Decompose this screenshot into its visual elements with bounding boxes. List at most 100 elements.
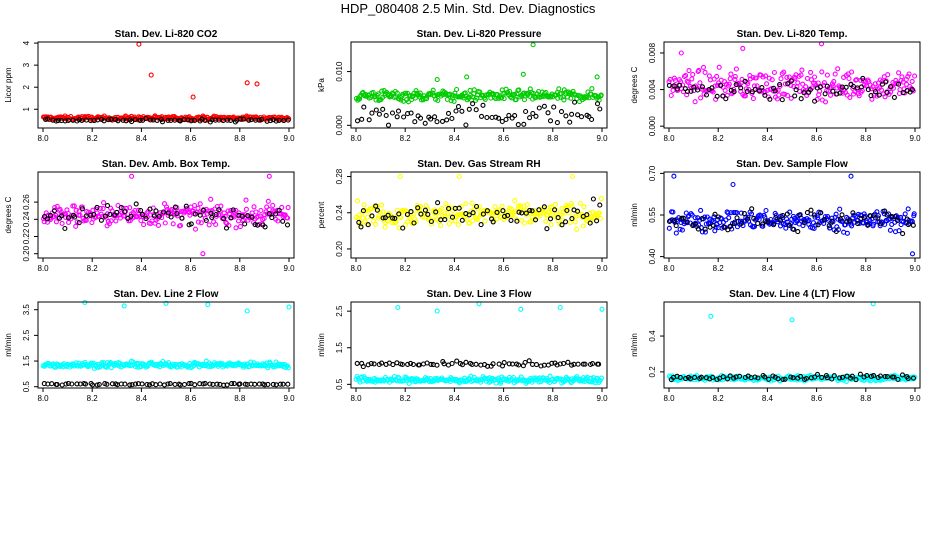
data-point bbox=[359, 116, 365, 122]
data-point bbox=[285, 381, 291, 387]
data-point bbox=[459, 217, 465, 223]
data-point bbox=[722, 87, 728, 93]
data-point bbox=[548, 222, 554, 228]
data-point bbox=[177, 222, 184, 229]
data-point bbox=[469, 200, 475, 206]
data-point bbox=[428, 116, 434, 122]
data-point bbox=[728, 223, 734, 229]
data-point bbox=[157, 381, 163, 387]
data-point bbox=[438, 222, 444, 229]
data-point bbox=[902, 211, 908, 217]
data-point bbox=[706, 73, 712, 79]
data-point bbox=[878, 221, 884, 227]
data-point bbox=[775, 87, 781, 93]
data-point bbox=[779, 97, 785, 103]
data-point bbox=[808, 69, 814, 75]
x-tick-label: 8.4 bbox=[762, 264, 774, 273]
data-point bbox=[105, 117, 111, 123]
data-point bbox=[812, 374, 818, 380]
data-point bbox=[473, 361, 479, 367]
plot-frame bbox=[350, 171, 608, 259]
data-point bbox=[759, 85, 765, 91]
data-point bbox=[216, 207, 222, 213]
y-tick-label: 0.008 bbox=[648, 42, 657, 63]
data-point bbox=[383, 112, 389, 119]
data-point bbox=[771, 69, 777, 76]
data-point bbox=[69, 381, 75, 387]
data-point bbox=[870, 213, 876, 219]
data-point bbox=[905, 222, 911, 228]
data-point bbox=[702, 229, 708, 235]
data-point bbox=[714, 93, 720, 99]
data-point bbox=[503, 116, 509, 123]
data-point bbox=[76, 220, 82, 226]
data-point bbox=[237, 381, 243, 387]
data-point bbox=[763, 73, 769, 79]
y-axis-label: ml/min bbox=[630, 333, 639, 357]
data-point bbox=[47, 212, 54, 218]
data-point bbox=[671, 83, 677, 89]
data-point bbox=[524, 202, 530, 208]
data-point bbox=[285, 215, 291, 221]
x-tick-label: 8.8 bbox=[234, 134, 246, 143]
data-point bbox=[284, 222, 291, 228]
chart-title: Stan. Dev. Li-820 Temp. bbox=[737, 29, 848, 40]
data-point bbox=[569, 111, 575, 117]
outlier-point bbox=[518, 306, 524, 312]
data-point bbox=[673, 223, 679, 229]
data-point bbox=[390, 362, 396, 368]
data-point bbox=[454, 86, 460, 93]
y-tick-label: 0.70 bbox=[648, 165, 657, 181]
data-point bbox=[597, 106, 603, 112]
chart-panel-1: Stan. Dev. Li-820 CO2 Licor ppm 1 2 3 4 8.0 8.2… bbox=[4, 29, 295, 143]
outlier-point bbox=[129, 173, 135, 179]
data-point bbox=[484, 208, 490, 214]
data-point bbox=[688, 88, 694, 94]
y-tick-label: 3 bbox=[22, 62, 31, 67]
data-point bbox=[441, 361, 447, 367]
data-point bbox=[526, 210, 532, 216]
data-point bbox=[501, 96, 507, 102]
data-point bbox=[549, 360, 555, 366]
plot-frame bbox=[37, 171, 295, 259]
data-point bbox=[777, 82, 783, 88]
data-point bbox=[804, 75, 810, 81]
y-tick-label: 1 bbox=[22, 106, 31, 111]
chart-title: Stan. Dev. Line 3 Flow bbox=[427, 289, 532, 300]
data-point bbox=[159, 119, 166, 125]
data-point bbox=[265, 381, 271, 387]
data-point bbox=[448, 98, 454, 104]
data-point bbox=[187, 212, 193, 218]
data-point bbox=[562, 219, 569, 225]
data-point bbox=[139, 381, 145, 387]
data-point bbox=[499, 203, 505, 209]
data-point bbox=[114, 209, 120, 215]
data-point bbox=[788, 78, 794, 84]
x-tick-label: 8.8 bbox=[860, 394, 872, 403]
data-point bbox=[847, 94, 853, 100]
data-point bbox=[191, 202, 198, 209]
x-tick-label: 8.8 bbox=[547, 264, 559, 273]
data-point bbox=[884, 374, 890, 380]
data-point bbox=[899, 74, 905, 80]
data-point bbox=[773, 215, 779, 221]
data-point bbox=[882, 94, 888, 100]
data-point bbox=[519, 210, 525, 216]
data-point bbox=[89, 382, 96, 388]
chart-panel-9: Stan. Dev. Line 4 (LT) Flow ml/min 0.2 0.4 8… bbox=[630, 289, 921, 403]
data-point bbox=[554, 120, 560, 126]
data-point bbox=[831, 79, 837, 85]
data-point bbox=[164, 204, 170, 210]
data-point bbox=[827, 92, 834, 98]
data-point bbox=[369, 213, 375, 219]
x-tick-label: 8.6 bbox=[811, 264, 823, 273]
data-point bbox=[537, 213, 543, 219]
data-point bbox=[428, 361, 434, 367]
data-point bbox=[59, 213, 65, 219]
data-point bbox=[785, 93, 791, 99]
data-point bbox=[207, 381, 213, 387]
data-point bbox=[63, 381, 69, 387]
data-point bbox=[466, 212, 472, 218]
data-point bbox=[720, 93, 726, 99]
data-point bbox=[174, 211, 180, 217]
